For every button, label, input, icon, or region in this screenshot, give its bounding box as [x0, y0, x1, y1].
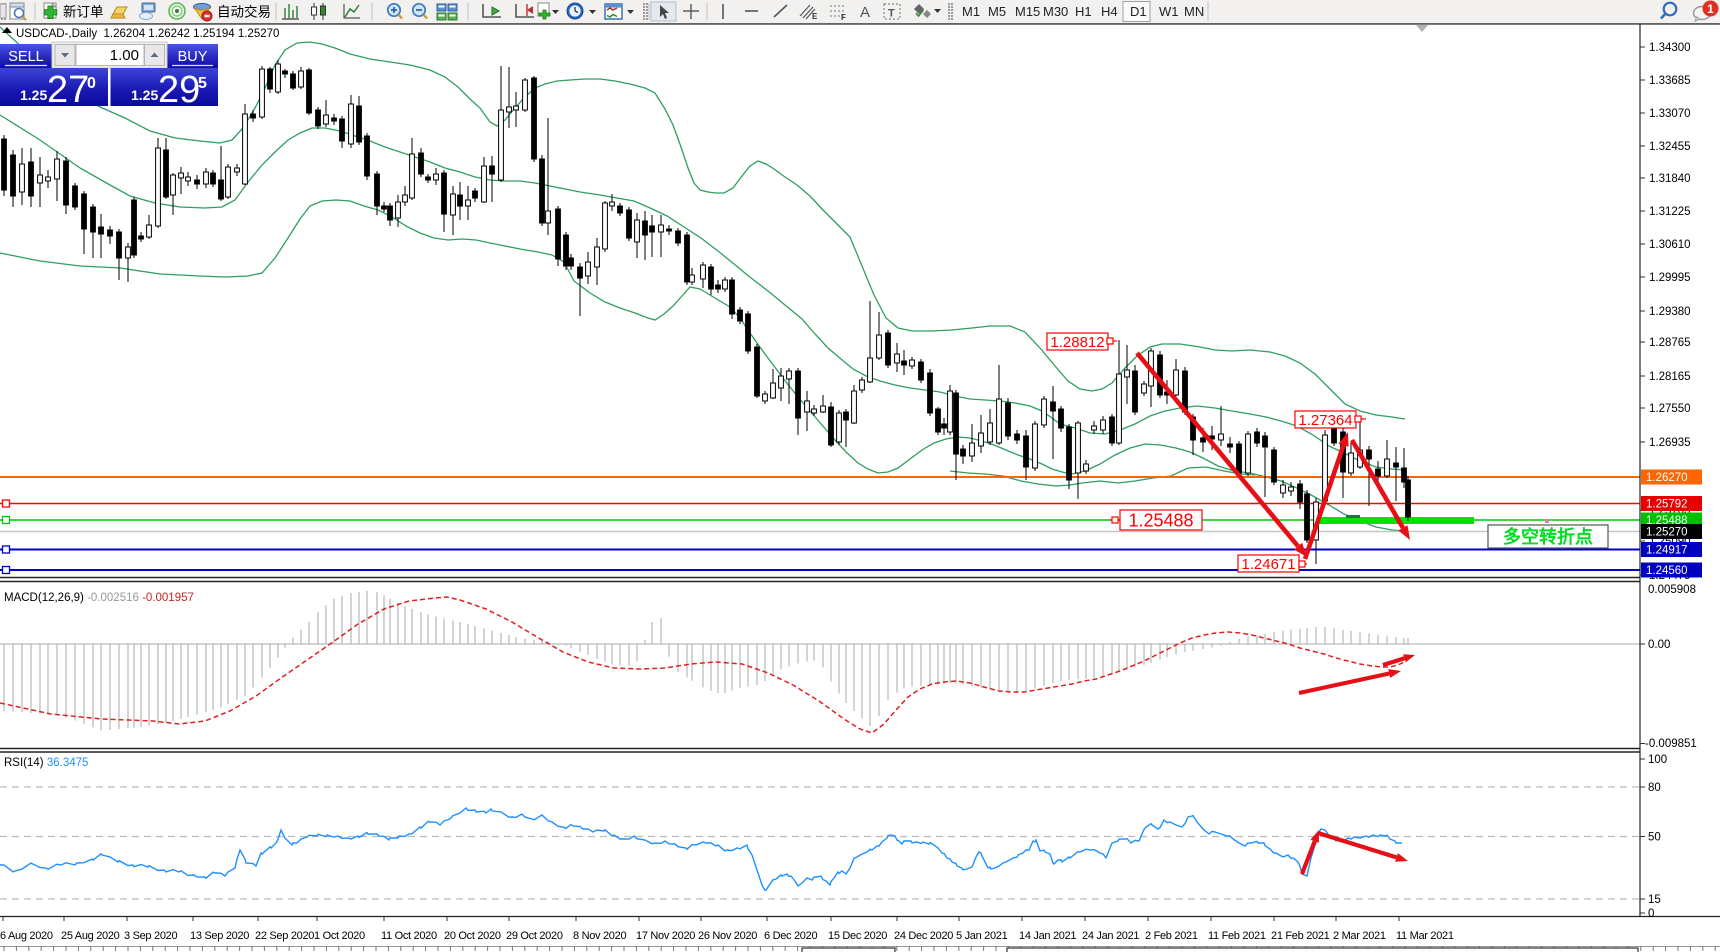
svg-text:M1: M1 — [962, 4, 980, 19]
svg-text:自动交易: 自动交易 — [217, 4, 271, 20]
svg-text:F: F — [841, 13, 846, 22]
svg-text:T: T — [888, 8, 895, 20]
svg-text:29 Oct 2020: 29 Oct 2020 — [506, 930, 563, 942]
svg-text:M15: M15 — [1015, 4, 1040, 19]
svg-text:H1: H1 — [1075, 4, 1092, 19]
svg-text:MACD(12,26,9) -0.002516 -0.001: MACD(12,26,9) -0.002516 -0.001957 — [4, 592, 194, 604]
svg-text:1.25: 1.25 — [20, 87, 47, 103]
svg-text:0.00: 0.00 — [1648, 639, 1670, 651]
svg-text:11 Mar 2021: 11 Mar 2021 — [1396, 930, 1454, 942]
svg-text:5 Jan 2021: 5 Jan 2021 — [956, 930, 1008, 942]
svg-text:1.26270: 1.26270 — [1646, 472, 1688, 484]
svg-text:1.24560: 1.24560 — [1646, 565, 1688, 577]
svg-text:1.25: 1.25 — [131, 87, 158, 103]
svg-text:24 Dec 2020: 24 Dec 2020 — [894, 930, 953, 942]
svg-text:SELL: SELL — [8, 49, 43, 65]
svg-text:H4: H4 — [1101, 4, 1118, 19]
svg-text:新订单: 新订单 — [63, 5, 104, 20]
svg-text:1.31225: 1.31225 — [1649, 206, 1691, 218]
svg-text:1.31840: 1.31840 — [1649, 173, 1691, 185]
svg-text:2 Mar 2021: 2 Mar 2021 — [1333, 930, 1386, 942]
svg-text:1.28765: 1.28765 — [1649, 337, 1691, 349]
svg-text:5: 5 — [198, 75, 207, 92]
svg-text:E: E — [812, 12, 818, 21]
svg-text:1.27550: 1.27550 — [1649, 403, 1691, 415]
svg-text:3 Sep 2020: 3 Sep 2020 — [124, 930, 177, 942]
svg-text:17 Nov 2020: 17 Nov 2020 — [636, 930, 695, 942]
svg-text:1.26935: 1.26935 — [1649, 437, 1691, 449]
svg-text:100: 100 — [1648, 754, 1667, 766]
svg-text:15 Dec 2020: 15 Dec 2020 — [828, 930, 887, 942]
svg-text:27: 27 — [47, 69, 89, 111]
svg-text:多空转折点: 多空转折点 — [1503, 526, 1593, 547]
svg-text:13 Sep 2020: 13 Sep 2020 — [190, 930, 249, 942]
svg-text:1.34300: 1.34300 — [1649, 42, 1691, 54]
svg-text:20 Oct 2020: 20 Oct 2020 — [444, 930, 501, 942]
svg-text:-0.009851: -0.009851 — [1645, 738, 1697, 750]
svg-text:6 Dec 2020: 6 Dec 2020 — [764, 930, 817, 942]
svg-text:1.24917: 1.24917 — [1646, 545, 1688, 557]
svg-text:USDCAD-,Daily 1.26204 1.26242: USDCAD-,Daily 1.26204 1.26242 1.25194 1.… — [16, 28, 279, 40]
svg-text:1.33070: 1.33070 — [1649, 108, 1691, 120]
svg-text:M30: M30 — [1043, 4, 1068, 19]
svg-text:1.29380: 1.29380 — [1649, 306, 1691, 318]
svg-text:1.30610: 1.30610 — [1649, 239, 1691, 251]
svg-text:21 Feb 2021: 21 Feb 2021 — [1271, 930, 1330, 942]
svg-text:A: A — [860, 4, 870, 21]
svg-text:15: 15 — [1648, 894, 1661, 906]
svg-text:2 Feb 2021: 2 Feb 2021 — [1145, 930, 1198, 942]
svg-text:W1: W1 — [1159, 4, 1179, 19]
svg-text:29: 29 — [158, 69, 200, 111]
svg-text:1.33685: 1.33685 — [1649, 75, 1691, 87]
svg-text:MN: MN — [1184, 4, 1204, 19]
svg-text:1.32455: 1.32455 — [1649, 141, 1691, 153]
svg-text:25 Aug 2020: 25 Aug 2020 — [61, 930, 120, 942]
svg-text:1.27364: 1.27364 — [1298, 412, 1352, 429]
svg-text:80: 80 — [1648, 782, 1661, 794]
svg-text:1.00: 1.00 — [110, 47, 139, 64]
svg-text:50: 50 — [1648, 832, 1661, 844]
svg-text:0.005908: 0.005908 — [1648, 584, 1696, 596]
svg-text:6 Aug 2020: 6 Aug 2020 — [0, 930, 53, 942]
svg-text:1.25488: 1.25488 — [1128, 510, 1193, 530]
svg-text:1 Oct 2020: 1 Oct 2020 — [314, 930, 365, 942]
svg-text:RSI(14) 36.3475: RSI(14) 36.3475 — [4, 757, 88, 769]
svg-text:0: 0 — [87, 75, 96, 92]
svg-text:M5: M5 — [988, 4, 1006, 19]
svg-text:0: 0 — [1648, 908, 1654, 920]
svg-text:BUY: BUY — [178, 49, 208, 65]
svg-text:26 Nov 2020: 26 Nov 2020 — [698, 930, 757, 942]
svg-text:1.28165: 1.28165 — [1649, 371, 1691, 383]
svg-text:24 Jan 2021: 24 Jan 2021 — [1082, 930, 1139, 942]
svg-text:11 Oct 2020: 11 Oct 2020 — [381, 930, 437, 942]
svg-text:14 Jan 2021: 14 Jan 2021 — [1019, 930, 1076, 942]
svg-text:1.29995: 1.29995 — [1649, 272, 1691, 284]
svg-text:1.25792: 1.25792 — [1646, 499, 1688, 511]
svg-text:1.24671: 1.24671 — [1241, 556, 1295, 573]
svg-text:D1: D1 — [1130, 4, 1147, 19]
svg-text:1.28812: 1.28812 — [1050, 334, 1104, 351]
svg-text:11 Feb 2021: 11 Feb 2021 — [1208, 930, 1266, 942]
svg-text:8 Nov 2020: 8 Nov 2020 — [573, 930, 626, 942]
svg-text:22 Sep 2020: 22 Sep 2020 — [255, 930, 314, 942]
svg-text:1: 1 — [1707, 2, 1714, 16]
svg-text:1.25270: 1.25270 — [1646, 527, 1688, 539]
